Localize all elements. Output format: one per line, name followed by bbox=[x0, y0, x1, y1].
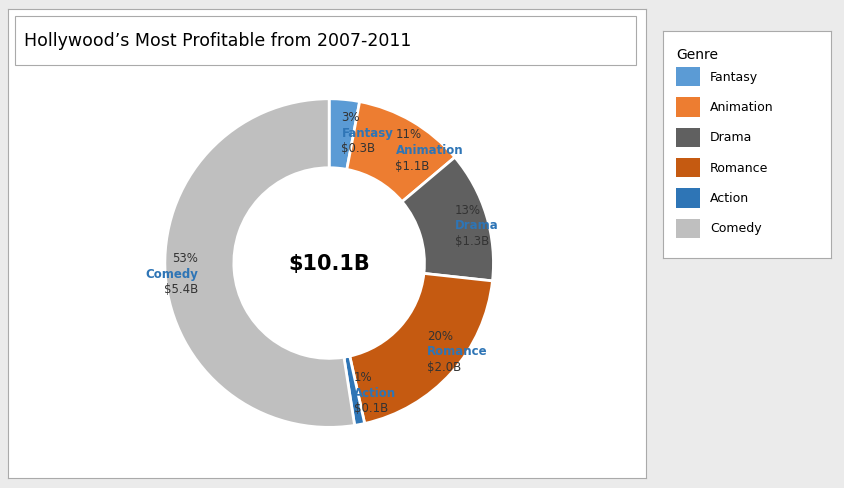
Text: Genre: Genre bbox=[676, 48, 718, 61]
Text: $0.3B: $0.3B bbox=[342, 142, 376, 155]
Wedge shape bbox=[165, 100, 354, 427]
Text: 11%: 11% bbox=[396, 128, 422, 141]
Text: Comedy: Comedy bbox=[710, 222, 761, 235]
Wedge shape bbox=[344, 356, 365, 426]
Text: $1.1B: $1.1B bbox=[396, 160, 430, 172]
Text: Action: Action bbox=[710, 192, 749, 204]
Text: Drama: Drama bbox=[710, 131, 752, 144]
Text: $1.3B: $1.3B bbox=[455, 234, 490, 247]
Text: Drama: Drama bbox=[455, 219, 499, 232]
Bar bbox=[676, 98, 700, 118]
Text: Action: Action bbox=[354, 386, 396, 399]
Text: 1%: 1% bbox=[354, 370, 372, 384]
Text: 20%: 20% bbox=[427, 329, 453, 342]
Text: Romance: Romance bbox=[427, 345, 488, 358]
Wedge shape bbox=[349, 274, 493, 424]
Text: Animation: Animation bbox=[396, 144, 463, 157]
Wedge shape bbox=[329, 100, 360, 170]
Text: 53%: 53% bbox=[172, 252, 198, 264]
Text: Animation: Animation bbox=[710, 101, 773, 114]
Text: $10.1B: $10.1B bbox=[289, 254, 370, 273]
Wedge shape bbox=[347, 102, 455, 202]
Text: 13%: 13% bbox=[455, 203, 481, 216]
Text: Fantasy: Fantasy bbox=[342, 126, 393, 140]
Bar bbox=[676, 68, 700, 87]
Text: $2.0B: $2.0B bbox=[427, 360, 462, 373]
Bar bbox=[676, 159, 700, 178]
Text: Comedy: Comedy bbox=[145, 267, 198, 280]
Bar bbox=[676, 219, 700, 239]
FancyBboxPatch shape bbox=[15, 17, 636, 66]
Bar bbox=[676, 189, 700, 208]
Text: $0.1B: $0.1B bbox=[354, 402, 387, 414]
Text: Fantasy: Fantasy bbox=[710, 71, 758, 83]
Text: 3%: 3% bbox=[342, 111, 360, 124]
Wedge shape bbox=[402, 158, 494, 282]
Bar bbox=[676, 128, 700, 148]
Text: $5.4B: $5.4B bbox=[164, 283, 198, 296]
Text: Hollywood’s Most Profitable from 2007-2011: Hollywood’s Most Profitable from 2007-20… bbox=[24, 32, 412, 50]
Text: Romance: Romance bbox=[710, 162, 768, 174]
